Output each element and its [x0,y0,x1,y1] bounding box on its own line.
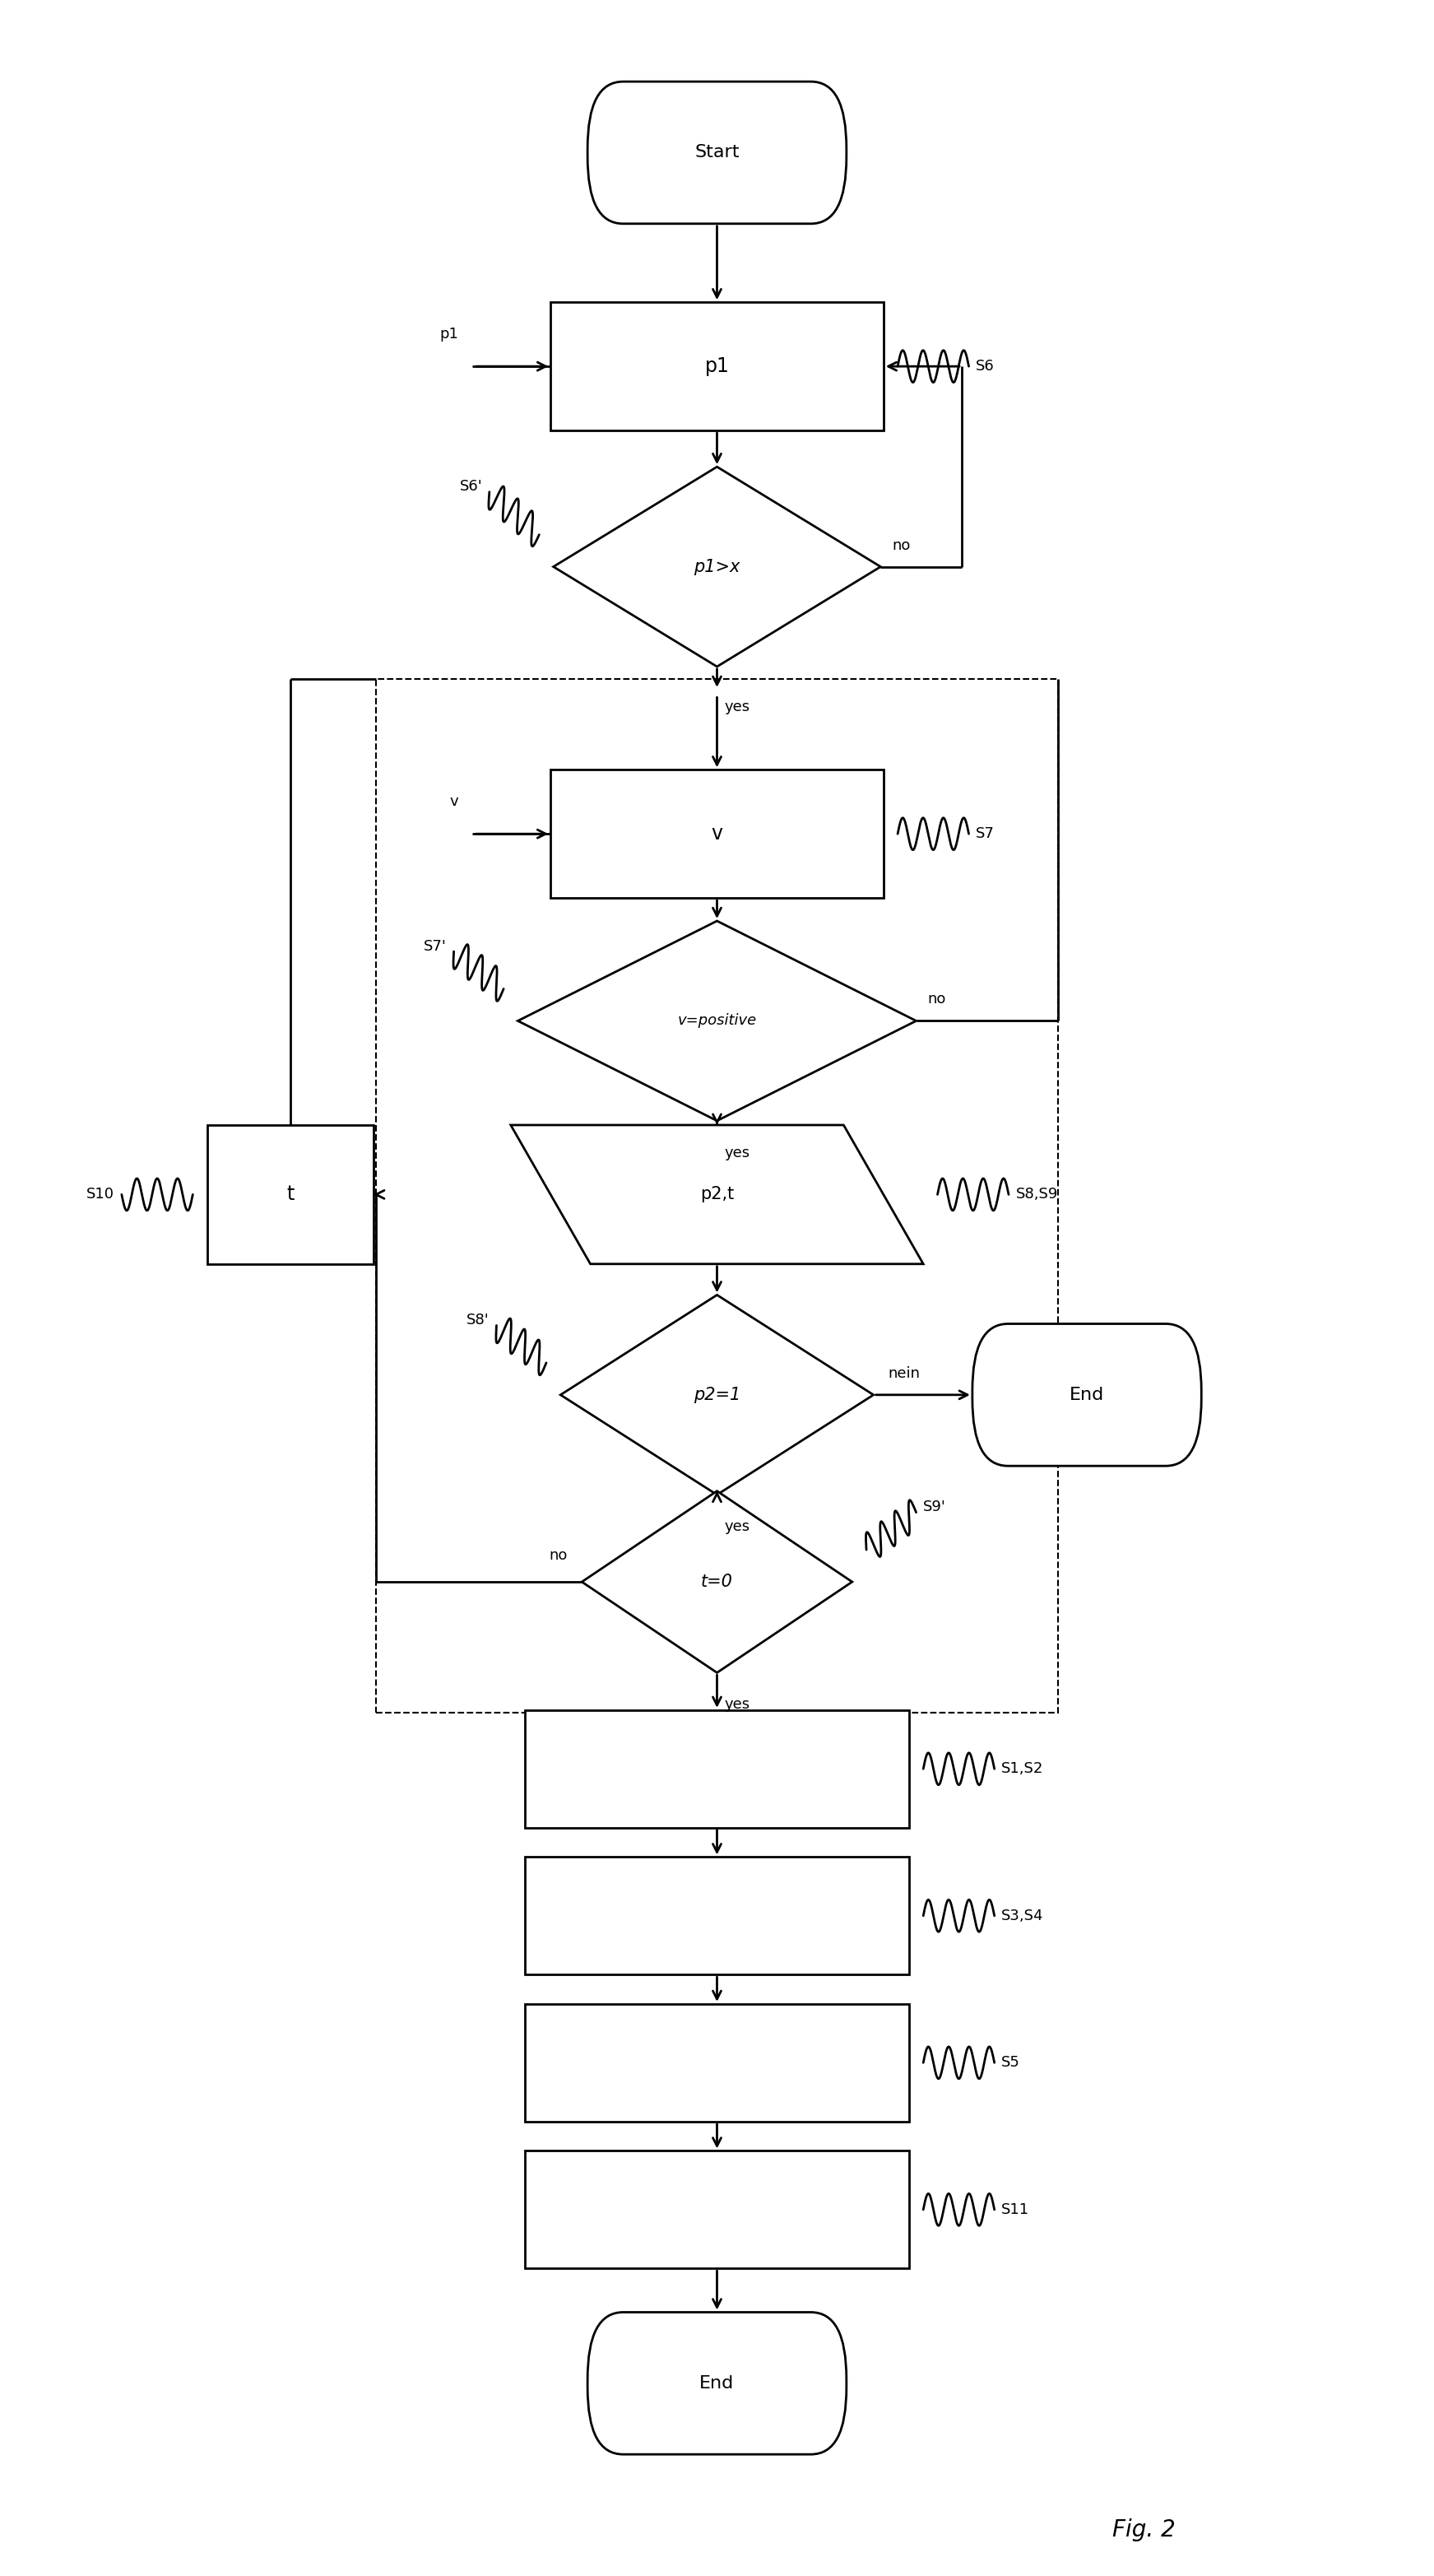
Text: S9': S9' [923,1499,946,1515]
Bar [525,2151,909,2269]
Text: v: v [711,824,723,845]
Text: p1>x: p1>x [694,559,740,574]
Bar [376,680,1058,1713]
Text: no: no [928,992,946,1007]
Bar [206,1126,373,1265]
Text: S5: S5 [1001,2056,1021,2071]
Text: p2,t: p2,t [700,1188,734,1203]
FancyBboxPatch shape [588,2313,846,2455]
Text: p1: p1 [704,355,730,376]
Text: no: no [892,538,911,554]
Text: nein: nein [888,1365,919,1381]
Text: v: v [449,793,457,809]
FancyBboxPatch shape [972,1324,1202,1466]
Polygon shape [511,1126,923,1265]
Text: yes: yes [724,1698,750,1713]
Text: S8': S8' [466,1314,489,1327]
Bar [525,1710,909,1826]
Text: S10: S10 [86,1188,115,1203]
Polygon shape [582,1492,852,1672]
Text: S8,S9: S8,S9 [1015,1188,1058,1203]
Text: yes: yes [724,698,750,714]
Text: S7: S7 [977,827,995,842]
Text: Start: Start [694,144,740,160]
Bar [525,2004,909,2123]
Text: End: End [700,2375,734,2391]
Bar [525,1857,909,1976]
Polygon shape [518,922,916,1121]
FancyBboxPatch shape [588,82,846,224]
Text: S11: S11 [1001,2202,1030,2218]
Text: p1: p1 [439,327,457,343]
Text: S3,S4: S3,S4 [1001,1909,1044,1924]
Text: yes: yes [724,1520,750,1535]
Text: no: no [549,1548,568,1564]
Text: t=0: t=0 [701,1574,733,1589]
Text: S1,S2: S1,S2 [1001,1762,1044,1777]
Text: p2=1: p2=1 [694,1386,740,1404]
Polygon shape [554,466,880,667]
Text: End: End [1070,1386,1104,1404]
Text: Fig. 2: Fig. 2 [1113,2519,1176,2543]
Polygon shape [561,1296,873,1494]
Text: v=positive: v=positive [677,1012,757,1028]
Text: t: t [287,1185,294,1206]
Bar [551,301,883,430]
Text: S6: S6 [977,358,995,374]
Text: yes: yes [724,1146,750,1159]
Bar [551,770,883,899]
Text: S6': S6' [459,479,482,495]
Text: S7': S7' [424,938,447,953]
